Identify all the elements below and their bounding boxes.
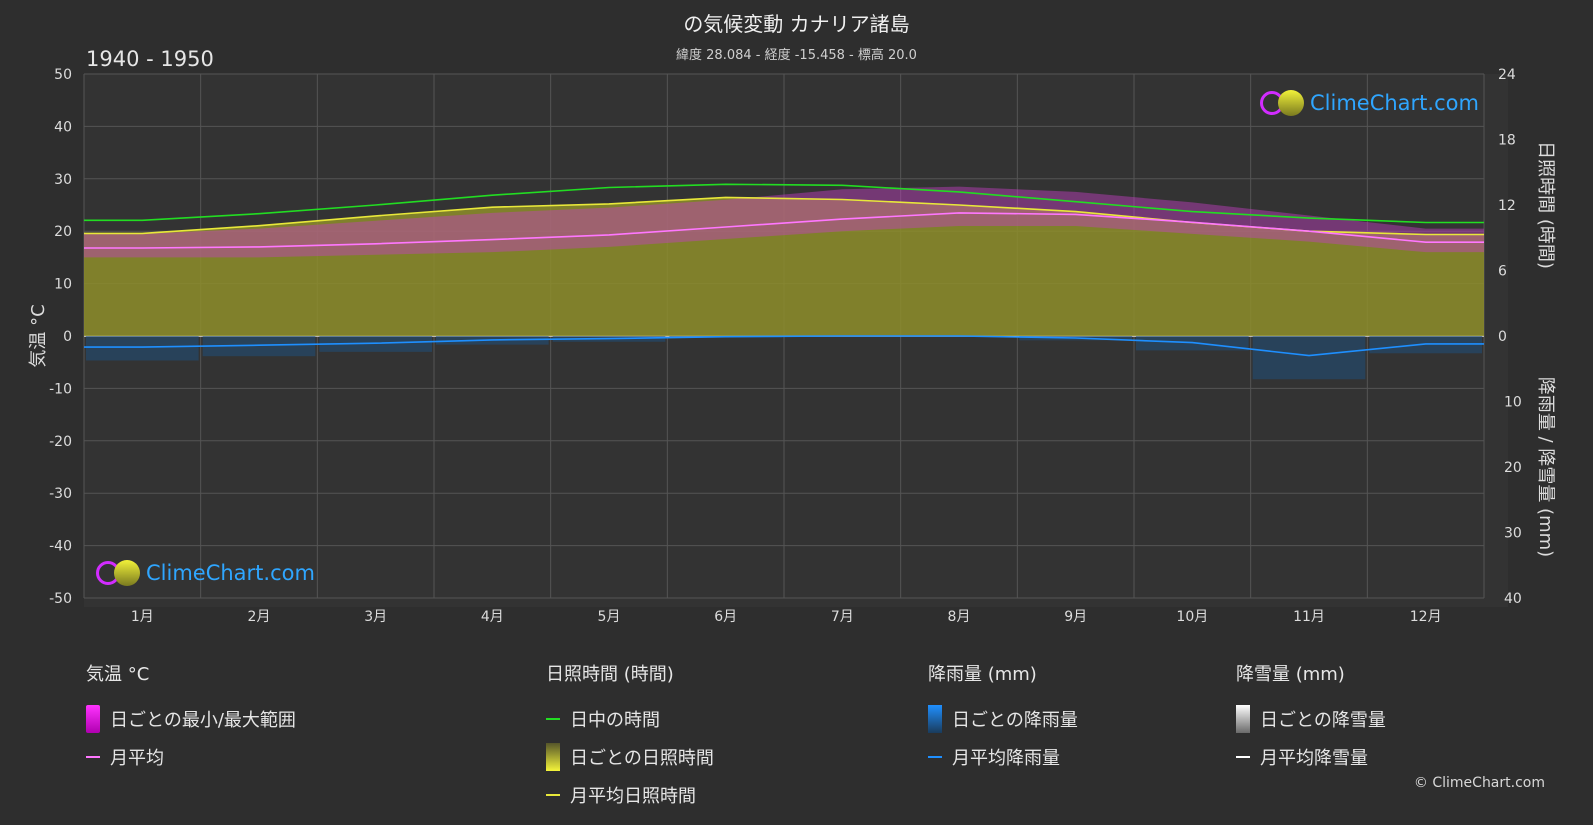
y-tick-label: 30 bbox=[54, 172, 72, 188]
legend-label: 月平均 bbox=[110, 748, 164, 769]
period-label: 1940 - 1950 bbox=[86, 47, 214, 71]
legend-head: 降雪量 (mm) bbox=[1236, 664, 1345, 685]
legend-item: 月平均 bbox=[86, 738, 296, 776]
x-tick-label: 10月 bbox=[1176, 609, 1208, 625]
series-line-2 bbox=[84, 212, 1484, 249]
sun-tick-label: 18 bbox=[1498, 133, 1516, 149]
legend-item: 日ごとの降雪量 bbox=[1236, 700, 1386, 738]
x-tick-label: 5月 bbox=[598, 609, 621, 625]
legend-item: 日中の時間 bbox=[546, 700, 714, 738]
legend-item: 月平均日照時間 bbox=[546, 776, 714, 814]
rain-tick-label: 30 bbox=[1504, 526, 1522, 542]
legend-snow: 降雪量 (mm) 日ごとの降雪量 月平均降雪量 bbox=[1236, 660, 1386, 776]
legend-label: 日ごとの最小/最大範囲 bbox=[110, 710, 296, 731]
legend-label: 日中の時間 bbox=[570, 710, 660, 731]
x-tick-label: 4月 bbox=[481, 609, 504, 625]
logo-sun-icon bbox=[114, 560, 140, 586]
legend-temperature: 気温 °C 日ごとの最小/最大範囲 月平均 bbox=[86, 660, 296, 776]
rain-swatch-icon bbox=[928, 705, 942, 733]
temperature-range-band bbox=[84, 186, 1484, 258]
logo-bottom: ClimeChart.com bbox=[96, 560, 315, 586]
series-line-3 bbox=[84, 335, 1484, 357]
rain-tick-label: 40 bbox=[1504, 591, 1522, 607]
legend-label: 日ごとの日照時間 bbox=[570, 748, 714, 769]
line-swatch-icon bbox=[546, 718, 560, 720]
legend-item: 日ごとの最小/最大範囲 bbox=[86, 700, 296, 738]
logo-text: ClimeChart.com bbox=[146, 561, 315, 585]
sunshine-area bbox=[84, 197, 1484, 336]
y-tick-label: -40 bbox=[49, 539, 72, 555]
y-axis-title: 気温 °C bbox=[28, 304, 49, 367]
rain-bar bbox=[1252, 336, 1366, 380]
legend-label: 日ごとの降雨量 bbox=[952, 710, 1078, 731]
legend-label: 日ごとの降雪量 bbox=[1260, 710, 1386, 731]
y-tick-label: 0 bbox=[63, 329, 72, 345]
logo-sun-icon bbox=[1278, 90, 1304, 116]
legend-head: 日照時間 (時間) bbox=[546, 664, 674, 685]
line-swatch-icon bbox=[1236, 756, 1250, 758]
sunshine-swatch-icon bbox=[546, 743, 560, 771]
rain-bar bbox=[86, 336, 199, 361]
x-tick-label: 8月 bbox=[948, 609, 971, 625]
chart-subtitle: 緯度 28.084 - 経度 -15.458 - 標高 20.0 bbox=[676, 48, 917, 63]
logo-top: ClimeChart.com bbox=[1260, 90, 1479, 116]
x-tick-label: 1月 bbox=[131, 609, 154, 625]
x-tick-label: 11月 bbox=[1293, 609, 1325, 625]
chart-title: の気候変動 カナリア諸島 bbox=[683, 12, 910, 36]
sun-tick-label: 0 bbox=[1498, 329, 1507, 345]
legend-label: 月平均降雨量 bbox=[952, 748, 1060, 769]
y-tick-label: 50 bbox=[54, 67, 72, 83]
sun-tick-label: 12 bbox=[1498, 198, 1516, 214]
x-tick-label: 2月 bbox=[248, 609, 271, 625]
legend-item: 日ごとの日照時間 bbox=[546, 738, 714, 776]
y-tick-label: 40 bbox=[54, 119, 72, 135]
sun-tick-label: 6 bbox=[1498, 264, 1507, 280]
x-tick-label: 9月 bbox=[1064, 609, 1087, 625]
y-tick-label: -50 bbox=[49, 591, 72, 607]
x-tick-label: 12月 bbox=[1410, 609, 1442, 625]
legend-head: 気温 °C bbox=[86, 664, 150, 685]
line-swatch-icon bbox=[928, 756, 942, 758]
y-tick-label: -20 bbox=[49, 434, 72, 450]
temperature-range-area bbox=[84, 186, 1484, 258]
legend-item: 日ごとの降雨量 bbox=[928, 700, 1078, 738]
sunshine-fill bbox=[84, 197, 1484, 336]
snow-swatch-icon bbox=[1236, 705, 1250, 733]
series-line-0 bbox=[84, 183, 1484, 224]
logo-text: ClimeChart.com bbox=[1310, 91, 1479, 115]
copyright: © ClimeChart.com bbox=[1413, 775, 1545, 791]
x-tick-label: 3月 bbox=[364, 609, 387, 625]
rain-tick-label: 10 bbox=[1504, 395, 1522, 411]
legend-head: 降雨量 (mm) bbox=[928, 664, 1037, 685]
range-swatch-icon bbox=[86, 705, 100, 733]
rain-tick-label: 20 bbox=[1504, 460, 1522, 476]
legend-sunshine: 日照時間 (時間) 日中の時間 日ごとの日照時間 月平均日照時間 bbox=[546, 660, 714, 814]
rain-bar bbox=[202, 336, 316, 357]
legend-item: 月平均降雨量 bbox=[928, 738, 1078, 776]
legend-label: 月平均日照時間 bbox=[570, 786, 696, 807]
legend-item: 月平均降雪量 bbox=[1236, 738, 1386, 776]
sun-axis-title: 日照時間 (時間) bbox=[1535, 141, 1556, 269]
line-swatch-icon bbox=[546, 794, 560, 796]
x-tick-label: 7月 bbox=[831, 609, 854, 625]
sun-tick-label: 24 bbox=[1498, 67, 1516, 83]
climate-chart: 50 40 30 20 10 0 -10 -20 -30 -40 -50 24 18 12 6 0 10 20 30… bbox=[28, 67, 1556, 625]
axes: 50 40 30 20 10 0 -10 -20 -30 -40 -50 24 18 12 6 0 10 20 30… bbox=[28, 67, 1556, 625]
y-tick-label: -10 bbox=[49, 381, 72, 397]
legend-label: 月平均降雪量 bbox=[1260, 748, 1368, 769]
series-lines bbox=[84, 183, 1484, 357]
line-swatch-icon bbox=[86, 756, 100, 758]
y-tick-label: 20 bbox=[54, 224, 72, 240]
rain-axis-title: 降雨量 / 降雪量 (mm) bbox=[1535, 377, 1556, 557]
x-tick-label: 6月 bbox=[714, 609, 737, 625]
legend-rain: 降雨量 (mm) 日ごとの降雨量 月平均降雨量 bbox=[928, 660, 1078, 776]
y-tick-label: 10 bbox=[54, 277, 72, 293]
y-tick-label: -30 bbox=[49, 486, 72, 502]
